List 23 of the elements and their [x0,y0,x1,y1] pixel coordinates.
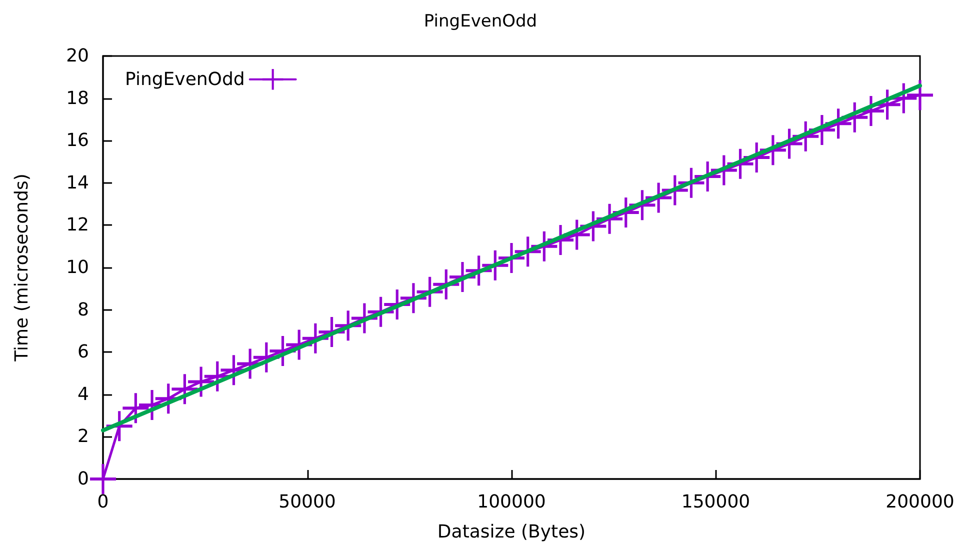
y-tick-label: 16 [66,130,89,152]
x-tick-label: 0 [97,492,109,512]
point [907,80,933,110]
x-tick-label: 50000 [278,492,336,512]
y-tick-label: 18 [66,88,89,109]
y-tick-label: 2 [78,426,89,448]
x-axis-title: Datasize (Bytes) [437,522,586,542]
point [122,393,149,424]
y-tick-label: 8 [78,299,89,320]
y-tick-label: 4 [78,384,89,405]
y-tick-label: 6 [78,342,89,363]
y-tick-label: 12 [66,214,89,236]
chart-title: PingEvenOdd [424,12,538,32]
x-tick-label: 100000 [477,492,546,512]
y-axis-title: Time (microseconds) [12,174,32,362]
y-tick-label: 0 [78,468,89,490]
y-tick-label: 20 [66,46,89,66]
legend-label: PingEvenOdd [124,68,245,90]
x-tick-label: 150000 [681,492,750,512]
y-tick-label: 10 [66,257,89,278]
y-tick-label: 14 [66,172,89,194]
point [90,464,116,494]
x-tick-label: 200000 [886,492,954,512]
